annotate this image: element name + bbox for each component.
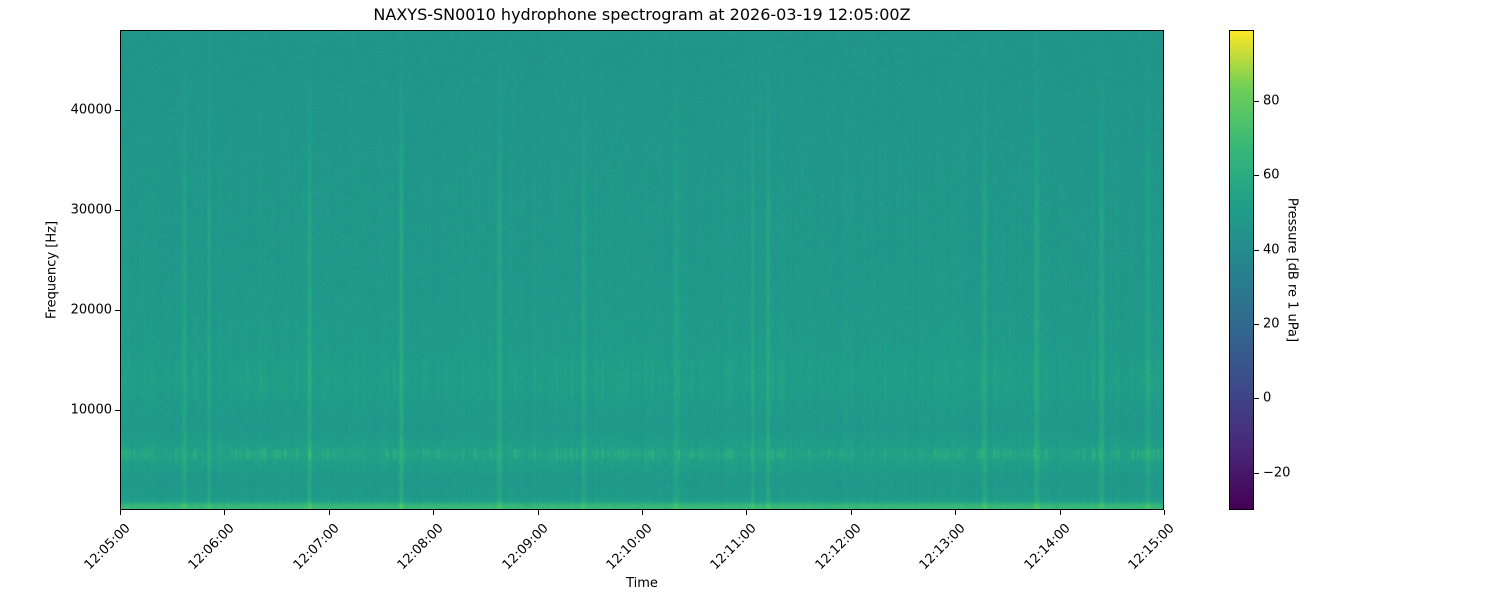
y-tick: [115, 310, 120, 311]
y-tick: [115, 210, 120, 211]
x-tick-label: 12:08:00: [394, 521, 447, 573]
x-tick-label: 12:12:00: [812, 521, 865, 573]
x-tick-label: 12:06:00: [186, 521, 238, 573]
x-tick: [642, 510, 643, 515]
colorbar-tick-label: 80: [1263, 93, 1280, 109]
y-tick-label: 30000: [70, 202, 112, 218]
colorbar-tick-label: 20: [1263, 316, 1280, 332]
spectrogram-heatmap: [121, 31, 1163, 509]
x-axis-label: Time: [626, 576, 658, 591]
x-tick: [746, 510, 748, 515]
x-tick-label: 12:05:00: [81, 521, 134, 573]
colorbar-tick: [1254, 472, 1259, 474]
colorbar: [1229, 30, 1254, 510]
colorbar-tick-label: 0: [1263, 390, 1272, 406]
x-tick: [328, 510, 330, 515]
x-tick-label: 12:07:00: [290, 521, 343, 573]
colorbar-tick: [1254, 100, 1259, 102]
y-tick-label: 20000: [70, 302, 112, 318]
x-tick-label: 12:11:00: [708, 521, 760, 573]
x-tick: [537, 510, 539, 515]
x-tick: [224, 510, 226, 515]
spectrogram-plot-area: [120, 30, 1164, 510]
x-tick: [1164, 510, 1165, 515]
x-tick: [955, 510, 957, 515]
y-tick-label: 40000: [70, 102, 112, 118]
y-axis-label: Frequency [Hz]: [44, 220, 60, 320]
x-tick-label: 12:13:00: [916, 521, 969, 573]
x-tick-label: 12:10:00: [603, 521, 656, 573]
colorbar-tick-label: 40: [1263, 242, 1280, 258]
y-tick: [115, 410, 120, 411]
chart-title: NAXYS-SN0010 hydrophone spectrogram at 2…: [373, 5, 911, 24]
x-tick-label: 12:15:00: [1125, 521, 1178, 573]
x-tick-label: 12:09:00: [499, 521, 552, 573]
colorbar-label: Pressure [dB re 1 uPa]: [1284, 197, 1300, 343]
x-tick: [850, 510, 852, 515]
y-tick: [115, 110, 120, 111]
x-tick: [433, 510, 435, 515]
colorbar-tick: [1254, 323, 1259, 325]
colorbar-tick-label: 60: [1263, 167, 1280, 183]
colorbar-tick: [1254, 398, 1259, 400]
colorbar-tick-label: −20: [1263, 465, 1291, 481]
x-tick: [120, 510, 121, 515]
x-tick-label: 12:14:00: [1021, 521, 1074, 573]
colorbar-tick: [1254, 249, 1259, 251]
y-tick-label: 10000: [70, 402, 112, 418]
x-tick: [1059, 510, 1061, 515]
colorbar-tick: [1254, 175, 1259, 177]
